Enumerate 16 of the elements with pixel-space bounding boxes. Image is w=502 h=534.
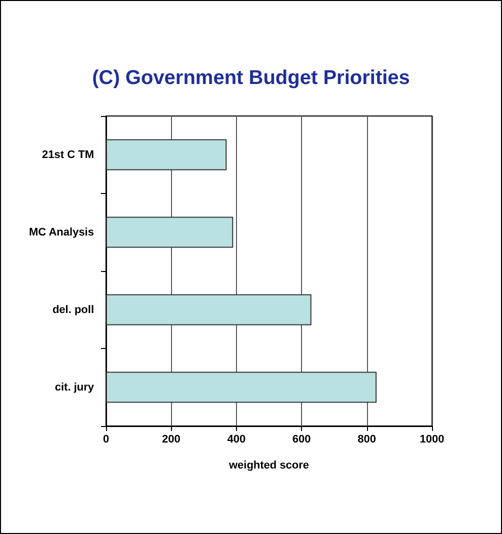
y-tick-label: del. poll <box>52 304 94 316</box>
x-tick-label: 0 <box>102 434 110 446</box>
x-tick-label: 1000 <box>420 434 444 446</box>
chart-title: (C) Government Budget Priorities <box>92 67 410 89</box>
x-tick-label: 400 <box>227 434 246 446</box>
y-tick-label: cit. jury <box>54 381 95 394</box>
bar <box>106 139 227 170</box>
bar <box>106 216 234 248</box>
x-tick-label: 600 <box>292 434 311 446</box>
y-tick-label: MC Analysis <box>28 226 94 238</box>
x-tick-label: 200 <box>162 434 180 446</box>
bar <box>106 294 312 326</box>
y-tick-label: 21st C TM <box>42 148 94 161</box>
bar <box>106 372 377 403</box>
x-axis-title: weighted score <box>228 460 310 472</box>
x-tick-label: 800 <box>358 434 376 446</box>
